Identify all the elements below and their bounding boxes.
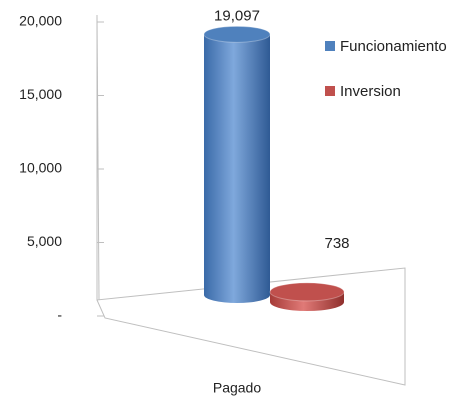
y-axis <box>96 14 100 301</box>
cylinder-top <box>203 25 271 43</box>
legend-label: Inversion <box>340 83 401 100</box>
y-tick-label: 5,000 <box>27 233 62 249</box>
legend-swatch <box>325 86 335 96</box>
value-label: 738 <box>324 235 349 252</box>
value-label: 19,097 <box>214 7 260 24</box>
y-tick-label: 20,000 <box>19 13 62 29</box>
cylinder-body <box>204 34 270 303</box>
x-tick-label: Pagado <box>213 380 261 396</box>
legend-swatch <box>325 41 335 51</box>
y-tick-label: 15,000 <box>19 86 62 102</box>
legend-label: Funcionamiento <box>340 38 447 55</box>
cylinder-top <box>269 282 345 302</box>
y-tick-label: - <box>57 307 62 323</box>
axis-walls <box>96 15 406 386</box>
walls <box>96 14 406 386</box>
y-tick-label: 10,000 <box>19 160 62 176</box>
